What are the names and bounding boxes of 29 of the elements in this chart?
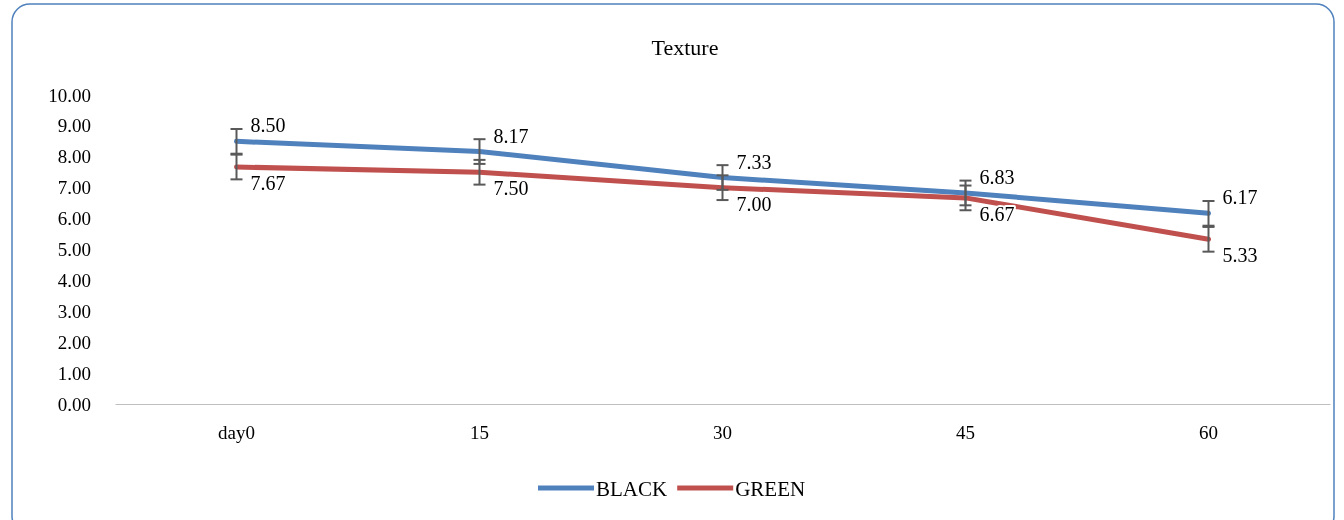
y-tick-label: 9.00 [57, 115, 91, 137]
y-tick-label: 0.00 [57, 393, 91, 415]
x-tick-label: 60 [1199, 422, 1218, 444]
x-tick-label: 15 [470, 422, 489, 444]
y-tick-label: 4.00 [57, 269, 91, 291]
data-label: 6.67 [979, 202, 1015, 225]
y-tick-label: 8.00 [57, 146, 91, 168]
y-tick-label: 1.00 [57, 362, 91, 384]
y-tick-label: 3.00 [57, 300, 91, 322]
data-label: 7.33 [736, 150, 772, 173]
x-tick-label: 45 [956, 422, 975, 444]
legend-label: BLACK [596, 477, 668, 501]
data-label: 8.17 [493, 124, 529, 147]
data-label: 7.00 [736, 192, 772, 215]
data-label: 6.83 [979, 165, 1015, 188]
data-label: 5.33 [1222, 244, 1258, 267]
y-tick-label: 7.00 [57, 177, 91, 199]
x-tick-label: 30 [713, 422, 732, 444]
data-label: 8.50 [250, 114, 286, 137]
data-label: 7.67 [250, 172, 286, 194]
y-tick-label: 5.00 [57, 239, 91, 261]
legend-label: GREEN [735, 477, 806, 501]
data-label: 6.17 [1222, 186, 1258, 209]
chart-title: Texture [651, 35, 719, 60]
y-tick-label: 10.00 [48, 84, 91, 106]
y-tick-label: 6.00 [57, 208, 91, 230]
y-tick-label: 2.00 [57, 331, 91, 353]
data-label: 7.50 [493, 177, 529, 200]
x-tick-label: day0 [218, 422, 255, 444]
